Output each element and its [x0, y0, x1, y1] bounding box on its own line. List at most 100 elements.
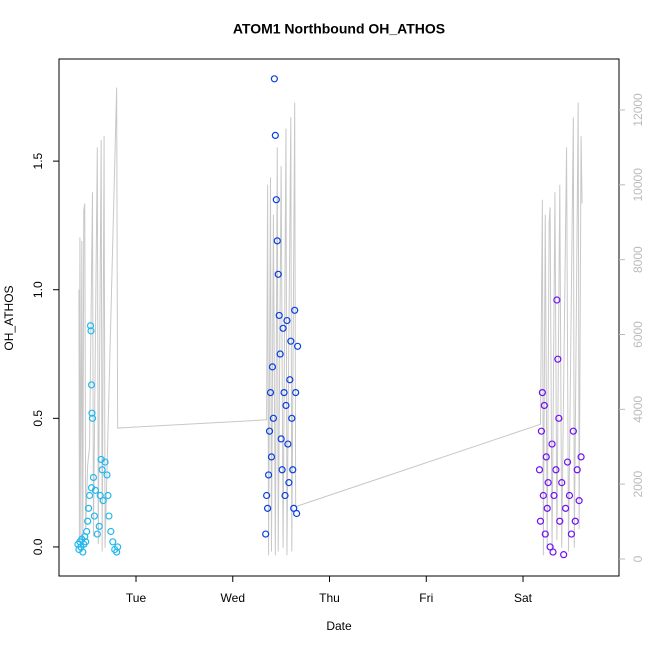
point [104, 491, 112, 500]
point [544, 479, 552, 487]
point [558, 479, 566, 487]
point [552, 466, 560, 474]
point [546, 543, 554, 551]
point [541, 530, 549, 538]
point [569, 427, 577, 435]
point [284, 440, 292, 448]
y2-tick-label: 0 [631, 555, 645, 562]
point [555, 414, 563, 422]
point [79, 548, 87, 556]
point [573, 466, 581, 474]
point [103, 471, 111, 479]
point [536, 517, 545, 525]
y2-tick-label: 12000 [631, 93, 645, 127]
x-tick-label: Wed [221, 591, 245, 605]
point [271, 131, 279, 139]
x-tick-label: Tue [126, 591, 147, 605]
point [265, 427, 274, 435]
point [556, 517, 564, 525]
point [575, 497, 583, 505]
point [567, 530, 575, 538]
point [571, 517, 579, 525]
point [85, 504, 93, 512]
x-axis-title: Date [326, 619, 352, 633]
point [274, 270, 282, 278]
point [263, 504, 272, 512]
point [549, 548, 557, 556]
point [113, 548, 121, 556]
point [87, 327, 95, 335]
point [293, 509, 301, 518]
point [563, 458, 572, 466]
point [84, 517, 92, 525]
point [540, 401, 548, 410]
point [290, 504, 298, 512]
point [114, 543, 122, 551]
point [577, 453, 585, 461]
y2-tick-label: 2000 [631, 471, 645, 498]
point [267, 453, 276, 461]
y-axis-title: OH_ATHOS [2, 285, 16, 350]
point [548, 440, 556, 448]
point [98, 466, 106, 474]
point [275, 311, 283, 320]
point [539, 491, 547, 500]
point [537, 427, 546, 435]
point [105, 512, 113, 520]
point [269, 414, 278, 422]
point [272, 196, 280, 204]
point [281, 491, 289, 500]
point [279, 324, 287, 332]
point [109, 538, 117, 546]
point [87, 484, 96, 492]
point [82, 538, 90, 546]
point [535, 466, 544, 474]
point [276, 350, 284, 358]
chart-title: ATOM1 Northbound OH_ATHOS [233, 21, 445, 37]
point [542, 453, 550, 461]
point [287, 337, 295, 345]
point [83, 527, 91, 536]
point [560, 551, 568, 559]
point [289, 466, 297, 474]
y-tick-label: 0.0 [31, 538, 45, 555]
point [99, 497, 107, 505]
y-tick-label: 1.5 [31, 152, 45, 169]
point [270, 75, 278, 83]
point [550, 491, 558, 500]
x-tick-label: Thu [319, 591, 340, 605]
point [285, 479, 293, 487]
point [543, 504, 551, 512]
point [292, 389, 300, 397]
point [266, 389, 275, 397]
point [273, 237, 281, 245]
point [93, 530, 101, 538]
point [86, 322, 95, 330]
x-tick-label: Sat [514, 591, 533, 605]
point [88, 414, 97, 422]
point [554, 355, 562, 363]
point [565, 491, 574, 500]
point [293, 342, 302, 350]
y2-tick-label: 10000 [631, 168, 645, 202]
point [553, 296, 561, 304]
point [288, 414, 296, 422]
y-tick-label: 0.5 [31, 410, 45, 427]
y-tick-label: 1.0 [31, 281, 45, 298]
point [286, 376, 294, 384]
point [90, 512, 99, 520]
x-tick-label: Fri [419, 591, 433, 605]
point [263, 491, 271, 500]
plot-frame [58, 58, 620, 577]
point [277, 435, 285, 443]
point [264, 471, 273, 479]
point [87, 381, 96, 389]
point [107, 527, 115, 536]
y2-tick-label: 6000 [631, 321, 645, 348]
point [561, 504, 570, 512]
point [278, 466, 286, 474]
point [291, 306, 299, 314]
point [282, 401, 290, 410]
point [95, 522, 103, 530]
